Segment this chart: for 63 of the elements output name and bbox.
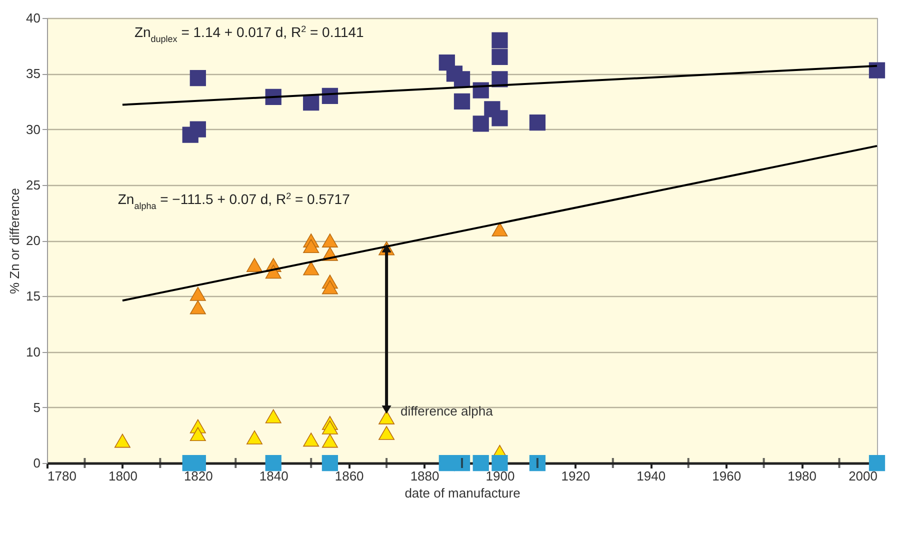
point (868, 62, 886, 78)
point (868, 454, 886, 472)
point (190, 300, 206, 314)
point (322, 280, 338, 294)
annotation: Zn$_{duplex}$ = 1.14 + 0.017 d, R$^{2}$ = 0.1141 (134, 24, 364, 44)
point (303, 432, 320, 447)
point (492, 454, 508, 472)
x-tick-label: 1860 (334, 468, 364, 484)
point (378, 241, 395, 256)
point (492, 110, 508, 126)
y-tick-label: 5 (33, 400, 40, 415)
point (246, 258, 262, 272)
point (190, 454, 206, 472)
x-tick-label: 1840 (259, 468, 288, 484)
x-tick-label: 1940 (636, 468, 666, 484)
annotation: Zn$_{alpha}$ = −111.5 + 0.07 d, R$^{2}$ = 0.5717 (118, 191, 350, 212)
point (378, 426, 395, 440)
point (492, 32, 508, 48)
x-tick-label: 1960 (712, 468, 742, 484)
x-tick-label: 1820 (184, 468, 213, 484)
point (322, 420, 338, 434)
x-tick-label: 1900 (486, 468, 515, 484)
point (303, 239, 320, 254)
point (378, 410, 395, 424)
y-tick-label: 20 (26, 233, 40, 248)
x-axis-title: date of manufacture (404, 486, 520, 500)
point (529, 454, 546, 472)
point (492, 48, 508, 65)
point (265, 409, 282, 424)
point (454, 454, 470, 472)
annotation: difference alpha (400, 404, 494, 419)
point (246, 430, 262, 444)
x-tick-label: 1980 (788, 468, 817, 484)
y-tick-label: 15 (26, 288, 40, 304)
point (322, 454, 338, 472)
point (190, 70, 206, 86)
y-axis-title: % Zn or difference (7, 188, 22, 294)
x-tick-label: 2000 (848, 468, 878, 484)
point (265, 454, 282, 472)
point (322, 434, 338, 448)
point (472, 454, 489, 472)
point (190, 427, 206, 442)
point (529, 114, 546, 131)
y-tick-label: 30 (26, 122, 40, 137)
point (492, 222, 508, 236)
point (472, 116, 489, 132)
y-tick-label: 10 (26, 344, 40, 360)
point (322, 234, 338, 248)
x-tick-label: 1920 (561, 468, 590, 484)
x-tick-label: 1780 (48, 468, 76, 484)
point (438, 454, 455, 472)
point (190, 286, 206, 301)
y-tick-label: 40 (26, 10, 40, 26)
point (190, 121, 206, 138)
x-tick-label: 1800 (108, 468, 138, 484)
point (454, 93, 470, 110)
point (114, 434, 130, 448)
point (454, 71, 470, 88)
x-tick-label: 1880 (410, 468, 440, 484)
point (303, 261, 320, 276)
y-tick-label: 0 (33, 456, 40, 470)
y-tick-label: 25 (26, 177, 40, 192)
y-tick-label: 35 (26, 66, 40, 82)
